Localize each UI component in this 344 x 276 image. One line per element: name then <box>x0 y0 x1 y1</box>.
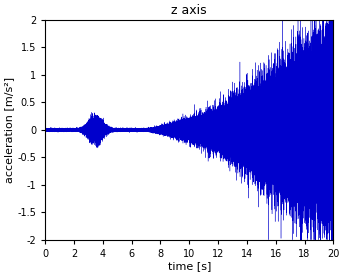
X-axis label: time [s]: time [s] <box>168 262 211 272</box>
Title: z axis: z axis <box>171 4 207 17</box>
Y-axis label: acceleration [m/s²]: acceleration [m/s²] <box>4 77 14 183</box>
